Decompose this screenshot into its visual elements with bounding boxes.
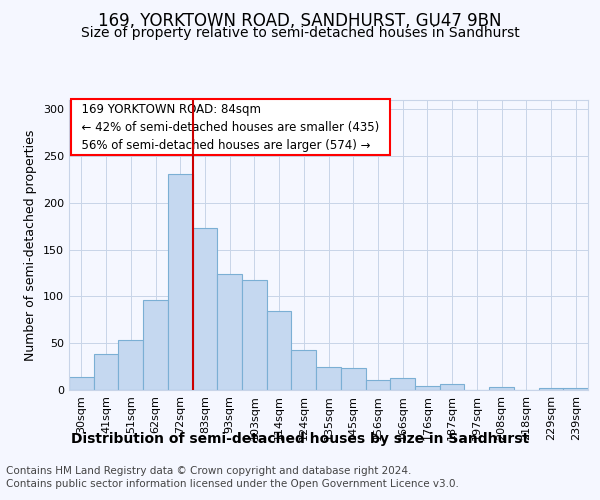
Text: Size of property relative to semi-detached houses in Sandhurst: Size of property relative to semi-detach… bbox=[80, 26, 520, 40]
Bar bbox=[94, 354, 118, 390]
Text: 169, YORKTOWN ROAD, SANDHURST, GU47 9BN: 169, YORKTOWN ROAD, SANDHURST, GU47 9BN bbox=[98, 12, 502, 30]
Bar bbox=[118, 340, 143, 390]
Bar bbox=[267, 312, 292, 390]
Bar bbox=[390, 378, 415, 390]
Bar bbox=[489, 387, 514, 390]
Text: 169 YORKTOWN ROAD: 84sqm  
  ← 42% of semi-detached houses are smaller (435)  
 : 169 YORKTOWN ROAD: 84sqm ← 42% of semi-d… bbox=[74, 103, 387, 152]
Bar bbox=[341, 368, 365, 390]
Bar bbox=[217, 274, 242, 390]
Bar bbox=[563, 388, 588, 390]
Bar bbox=[440, 384, 464, 390]
Bar bbox=[168, 174, 193, 390]
Text: Distribution of semi-detached houses by size in Sandhurst: Distribution of semi-detached houses by … bbox=[71, 432, 529, 446]
Text: Contains HM Land Registry data © Crown copyright and database right 2024.: Contains HM Land Registry data © Crown c… bbox=[6, 466, 412, 476]
Bar bbox=[415, 386, 440, 390]
Bar bbox=[365, 380, 390, 390]
Y-axis label: Number of semi-detached properties: Number of semi-detached properties bbox=[25, 130, 37, 360]
Bar bbox=[539, 388, 563, 390]
Text: Contains public sector information licensed under the Open Government Licence v3: Contains public sector information licen… bbox=[6, 479, 459, 489]
Bar bbox=[69, 377, 94, 390]
Bar bbox=[143, 300, 168, 390]
Bar bbox=[193, 228, 217, 390]
Bar bbox=[242, 280, 267, 390]
Bar bbox=[292, 350, 316, 390]
Bar bbox=[316, 366, 341, 390]
